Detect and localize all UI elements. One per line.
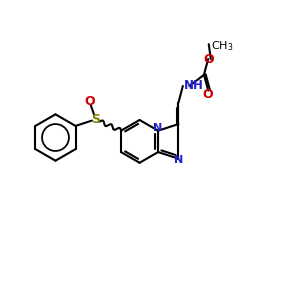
Text: O: O: [202, 88, 213, 101]
Text: N: N: [174, 155, 183, 166]
Text: CH$_3$: CH$_3$: [211, 39, 233, 52]
Text: NH: NH: [184, 79, 204, 92]
Text: O: O: [203, 52, 214, 65]
Text: S: S: [91, 113, 100, 126]
Text: N: N: [154, 123, 163, 133]
Text: O: O: [84, 95, 94, 108]
